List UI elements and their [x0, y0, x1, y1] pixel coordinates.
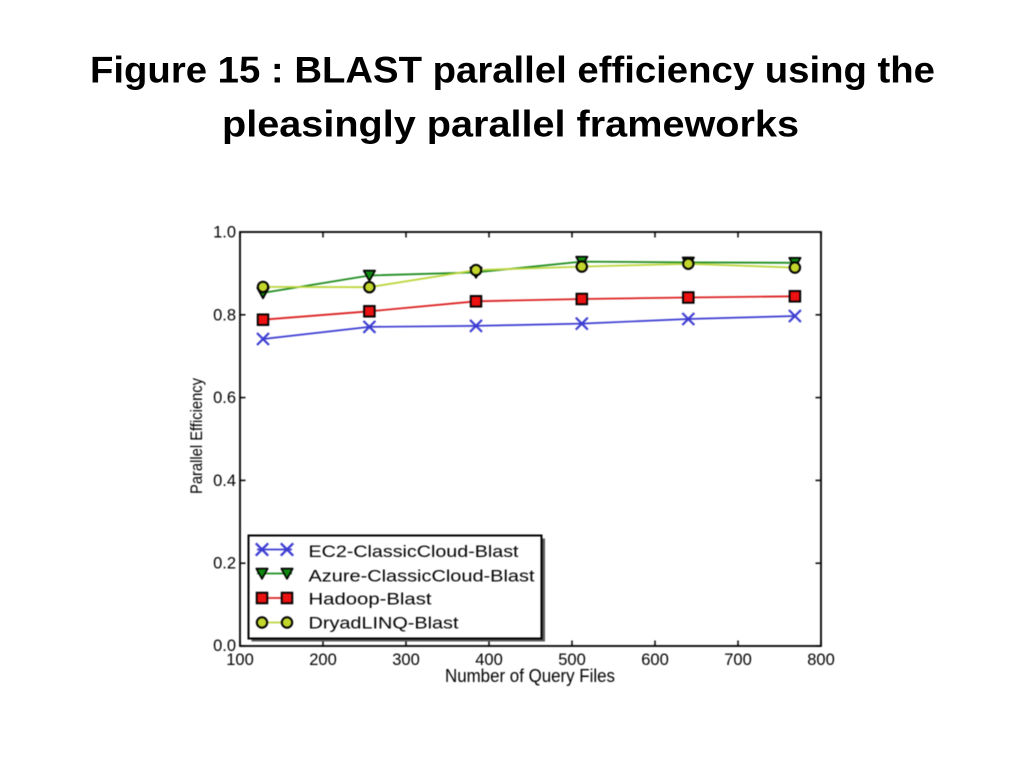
- svg-text:DryadLINQ-Blast: DryadLINQ-Blast: [309, 613, 459, 632]
- svg-text:Azure-ClassicCloud-Blast: Azure-ClassicCloud-Blast: [309, 566, 535, 585]
- svg-text:200: 200: [309, 651, 337, 669]
- svg-text:0.4: 0.4: [213, 472, 236, 490]
- svg-text:1.0: 1.0: [213, 224, 236, 242]
- svg-text:500: 500: [558, 651, 586, 669]
- svg-text:300: 300: [392, 651, 420, 669]
- svg-text:Number of Query Files: Number of Query Files: [445, 666, 615, 686]
- svg-text:Parallel Efficiency: Parallel Efficiency: [188, 377, 206, 494]
- svg-text:800: 800: [807, 651, 835, 669]
- svg-text:Figure 15 : BLAST parallel eff: Figure 15 : BLAST parallel efficiency us…: [90, 50, 935, 91]
- svg-text:0.6: 0.6: [213, 389, 236, 407]
- svg-text:100: 100: [226, 651, 254, 669]
- svg-text:700: 700: [724, 651, 752, 669]
- svg-text:0.0: 0.0: [213, 637, 236, 655]
- svg-text:0.8: 0.8: [213, 306, 236, 324]
- svg-text:400: 400: [475, 651, 503, 669]
- svg-text:pleasingly parallel frameworks: pleasingly parallel frameworks: [222, 104, 799, 145]
- svg-text:Hadoop-Blast: Hadoop-Blast: [309, 590, 432, 609]
- svg-text:600: 600: [641, 651, 669, 669]
- svg-text:EC2-ClassicCloud-Blast: EC2-ClassicCloud-Blast: [309, 542, 519, 561]
- svg-text:0.2: 0.2: [213, 555, 236, 573]
